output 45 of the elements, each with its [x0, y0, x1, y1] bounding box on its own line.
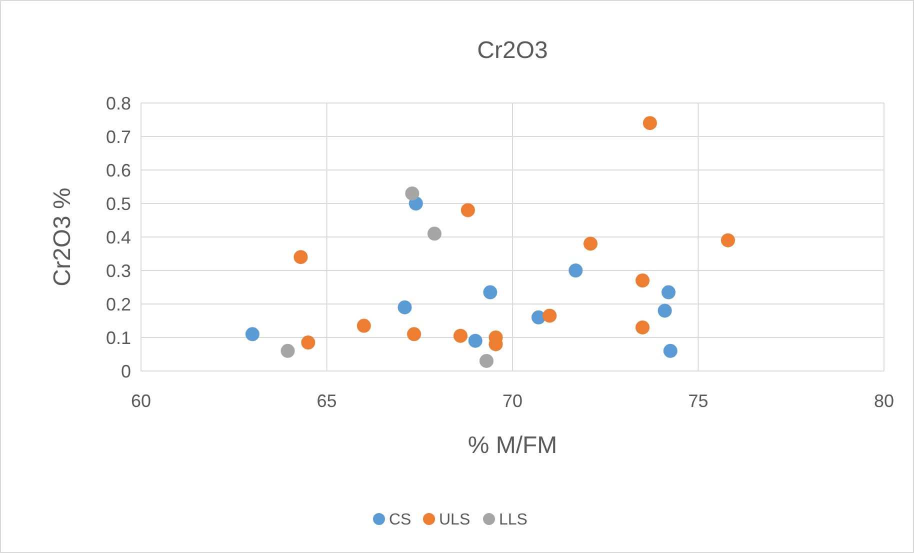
- point: [294, 250, 308, 264]
- point: [301, 336, 316, 350]
- y-tick-label: 0.6: [106, 160, 131, 180]
- y-tick-label: 0.3: [106, 260, 131, 281]
- point: [245, 327, 260, 342]
- point: [280, 344, 295, 358]
- y-tick-label: 0.5: [106, 194, 131, 214]
- y-tick-label: 0.2: [106, 294, 131, 314]
- y-tick-label: 0.1: [106, 328, 131, 348]
- y-tick-label: 0: [120, 361, 131, 382]
- point: [398, 300, 412, 314]
- point: [658, 304, 672, 318]
- point: [468, 334, 482, 348]
- point: [636, 320, 650, 334]
- x-tick-label: 65: [316, 391, 337, 411]
- y-axis-title: Cr2O3 %: [49, 188, 76, 286]
- point: [407, 327, 422, 342]
- x-axis-title: % M/FM: [468, 432, 558, 459]
- legend-label: CS: [389, 512, 412, 529]
- point: [356, 318, 371, 333]
- point: [532, 310, 546, 324]
- point: [584, 236, 598, 251]
- legend-label: LLS: [499, 512, 528, 529]
- point: [542, 308, 557, 323]
- y-tick-label: 0.4: [106, 227, 131, 248]
- point: [453, 328, 468, 343]
- point: [427, 226, 442, 241]
- legend-label: ULS: [439, 512, 470, 529]
- x-tick-label: 80: [874, 391, 894, 411]
- point: [479, 354, 494, 368]
- y-tick-label: 0.7: [106, 126, 131, 147]
- point: [460, 203, 475, 218]
- point: [636, 274, 650, 288]
- chart-title: Cr2O3: [477, 37, 548, 64]
- x-tick-label: 75: [688, 391, 708, 411]
- point: [720, 233, 735, 248]
- point: [642, 116, 657, 130]
- point: [483, 285, 498, 300]
- x-tick-label: 60: [130, 391, 152, 411]
- x-tick-label: 70: [502, 391, 523, 411]
- y-tick-label: 0.8: [106, 93, 131, 114]
- point: [663, 344, 678, 358]
- point: [568, 264, 583, 278]
- point: [662, 285, 676, 300]
- point: [405, 186, 420, 200]
